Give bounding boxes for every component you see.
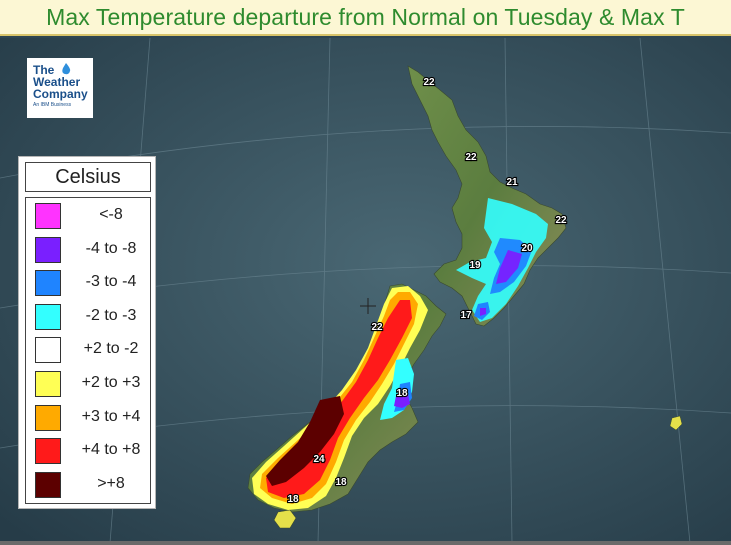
- legend-swatch: [35, 371, 61, 397]
- title-bar: Max Temperature departure from Normal on…: [0, 0, 731, 36]
- temp-label: 24: [313, 454, 325, 465]
- legend-swatch: [35, 337, 61, 364]
- legend-row: +3 to +4: [26, 402, 152, 435]
- legend-row: -2 to -3: [26, 301, 152, 334]
- temp-label: 22: [371, 322, 383, 333]
- legend-label: +2 to -2: [83, 340, 139, 358]
- si-east-purple: [394, 394, 410, 408]
- temp-label: 18: [396, 388, 408, 399]
- legend-label: +2 to +3: [81, 374, 141, 391]
- legend-swatch: [35, 270, 61, 297]
- legend-label: -2 to -3: [85, 306, 137, 324]
- max-temp-labels: 22 22 21 22 20 19 17 22 18 24 18 18: [286, 76, 568, 506]
- chatham-islands: [669, 415, 683, 431]
- legend: Celsius <-8 -4 to -8 -3 to -4 -2 to -3 +2 to…: [18, 156, 156, 509]
- temp-label: 17: [460, 310, 472, 321]
- legend-row: +4 to +8: [26, 435, 152, 468]
- legend-label: <-8: [99, 206, 123, 223]
- ni-cool-purple: [496, 250, 522, 284]
- legend-label: -4 to -8: [85, 239, 137, 257]
- legend-row: -3 to -4: [26, 267, 152, 300]
- legend-swatch: [35, 236, 61, 263]
- legend-swatch: [35, 471, 61, 498]
- legend-swatch: [35, 404, 61, 431]
- ni-wgtn-purple: [480, 308, 486, 316]
- raindrop-icon: [62, 63, 71, 75]
- legend-swatch: [35, 203, 61, 229]
- stewart-island: [273, 509, 297, 529]
- temp-label: 22: [555, 215, 567, 226]
- temp-label: 22: [423, 77, 435, 88]
- legend-swatch: [35, 438, 61, 465]
- si-warm-maroon: [266, 396, 344, 486]
- legend-body: <-8 -4 to -8 -3 to -4 -2 to -3 +2 to -2 +2 to…: [25, 197, 151, 504]
- legend-label: +4 to +8: [81, 441, 141, 459]
- weather-company-logo: The Weather Company An IBM Business: [27, 58, 93, 118]
- logo-line-1: The: [33, 63, 55, 77]
- temp-label: 18: [335, 477, 347, 488]
- legend-swatch: [35, 303, 61, 330]
- legend-label: -3 to -4: [85, 273, 137, 291]
- temp-label: 21: [506, 177, 518, 188]
- legend-row: <-8: [26, 200, 152, 233]
- map-title: Max Temperature departure from Normal on…: [46, 3, 685, 30]
- legend-label: >+8: [97, 474, 125, 492]
- temp-label: 19: [469, 260, 481, 271]
- temp-label: 22: [465, 152, 477, 163]
- legend-title: Celsius: [25, 162, 151, 192]
- legend-row: >+8: [26, 469, 152, 502]
- temp-label: 18: [287, 494, 299, 505]
- logo-tagline: An IBM Business: [33, 102, 72, 108]
- logo-line-3: Company: [33, 87, 88, 101]
- legend-label: +3 to +4: [81, 407, 141, 425]
- legend-row: +2 to -2: [26, 334, 152, 367]
- temp-label: 20: [521, 243, 533, 254]
- bottom-strip: [0, 541, 731, 545]
- crosshair-marker: [360, 298, 376, 314]
- logo-line-2: Weather: [33, 75, 81, 89]
- legend-row: +2 to +3: [26, 368, 152, 401]
- legend-row: -4 to -8: [26, 234, 152, 267]
